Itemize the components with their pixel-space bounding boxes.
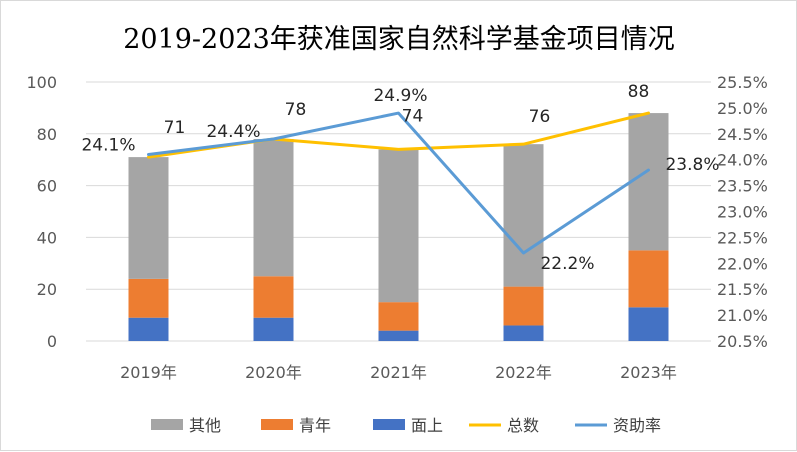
rate-data-label: 24.4% — [206, 122, 260, 142]
total-data-label: 76 — [529, 107, 551, 127]
lines — [147, 111, 650, 255]
y-tick-label: 20 — [37, 280, 57, 299]
y2-tick-label: 22.5% — [717, 228, 768, 247]
y2-tick-label: 24.5% — [717, 125, 768, 144]
total-data-label: 88 — [628, 82, 650, 102]
total-data-label: 74 — [402, 106, 424, 126]
data-labels: 71 78 74 76 88 24.1% 24.4% 24.9% 22.2% 23.8% — [81, 82, 719, 274]
legend-label: 总数 — [507, 416, 539, 435]
legend-label: 资助率 — [613, 416, 661, 435]
bar-segment — [378, 149, 419, 303]
x-tick-label: 2022年 — [495, 363, 552, 382]
x-tick-label: 2019年 — [120, 363, 177, 382]
y-tick-label: 100 — [26, 73, 57, 92]
rate-data-label: 24.9% — [373, 86, 427, 106]
bar-segment — [253, 317, 294, 341]
total-data-label: 78 — [285, 100, 307, 120]
bar-segment — [253, 276, 294, 318]
bar-segment — [128, 317, 169, 341]
y2-tick-label: 25.5% — [717, 73, 768, 92]
y2-tick-label: 22.0% — [717, 254, 768, 273]
bar-segment — [503, 144, 544, 287]
bar-segment — [628, 250, 669, 308]
legend-label: 其他 — [189, 416, 221, 435]
bar-segment — [628, 307, 669, 341]
legend-label: 青年 — [299, 416, 331, 435]
y2-tick-label: 20.5% — [717, 332, 768, 351]
axes: 0 20 40 60 80 100 20.5% 21.0% 21.5% 22.0% 22.5% 23.… — [26, 73, 767, 382]
y2-tick-label: 21.5% — [717, 280, 768, 299]
bar-segment — [128, 157, 169, 279]
rate-data-label: 23.8% — [665, 155, 719, 175]
legend-swatch — [261, 419, 293, 430]
rate-data-label: 24.1% — [81, 136, 135, 156]
legend-label: 面上 — [411, 416, 443, 435]
y2-tick-label: 23.0% — [717, 203, 768, 222]
legend: 其他 青年 面上 总数 资助率 — [151, 416, 661, 435]
y-tick-label: 60 — [37, 177, 57, 196]
bar-segment — [128, 278, 169, 318]
bar-segment — [628, 113, 669, 251]
y2-tick-label: 21.0% — [717, 306, 768, 325]
y2-tick-label: 23.5% — [717, 177, 768, 196]
rate-data-label: 22.2% — [540, 254, 594, 274]
y-tick-label: 80 — [37, 125, 57, 144]
y2-tick-label: 24.0% — [717, 151, 768, 170]
series-line — [147, 111, 650, 255]
x-tick-label: 2020年 — [245, 363, 302, 382]
bar-segment — [503, 325, 544, 341]
y2-tick-label: 25.0% — [717, 99, 768, 118]
bar-segment — [378, 302, 419, 331]
x-tick-label: 2021年 — [370, 363, 427, 382]
total-data-label: 71 — [164, 118, 186, 138]
legend-swatch — [373, 419, 405, 430]
chart-title: 2019-2023年获准国家自然科学基金项目情况 — [123, 24, 675, 55]
y-tick-label: 0 — [47, 332, 57, 351]
bar-segment — [253, 138, 294, 277]
x-tick-label: 2023年 — [620, 363, 677, 382]
bars — [128, 113, 669, 341]
bar-segment — [503, 286, 544, 326]
bar-segment — [378, 330, 419, 341]
y-tick-label: 40 — [37, 228, 57, 247]
legend-swatch — [151, 419, 183, 430]
